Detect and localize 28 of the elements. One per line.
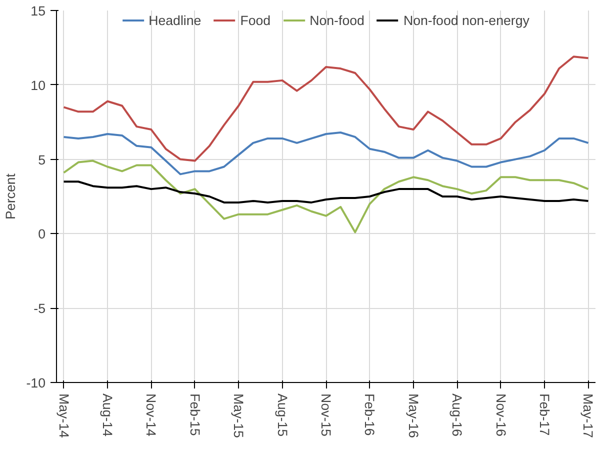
legend-label: Headline [148,12,202,28]
y-tick-label: -5 [34,301,46,316]
x-tick-label: Aug-15 [274,394,290,436]
y-tick-label: 5 [38,152,46,168]
y-axis-title: Percent [3,173,18,220]
y-tick-label: 10 [30,78,46,93]
y-tick-label: -10 [26,376,46,390]
legend-label: Non-food non-energy [403,12,530,28]
x-tick-label: Aug-14 [100,394,115,438]
x-tick-label: Nov-15 [318,394,334,436]
x-tick-label: Nov-14 [144,394,159,438]
x-tick-label: Feb-16 [362,394,378,436]
x-tick-label: Nov-16 [493,394,508,436]
line-series [62,180,590,204]
line-series [62,56,590,162]
legend-label: Non-food [310,12,364,28]
x-tick-label: Feb-15 [187,394,202,436]
x-tick-label: May-17 [580,394,596,438]
x-tick-label: Feb-17 [537,394,552,436]
x-tick-label: May-15 [231,394,246,438]
x-tick-label: May-14 [56,394,72,439]
y-tick-label: 15 [30,4,46,18]
x-tick-label: Aug-16 [450,394,465,436]
line-series [62,132,590,176]
legend-label: Food [240,12,271,28]
line-series [62,160,590,234]
x-tick-label: May-16 [406,394,421,438]
y-tick-label: 0 [38,226,46,242]
